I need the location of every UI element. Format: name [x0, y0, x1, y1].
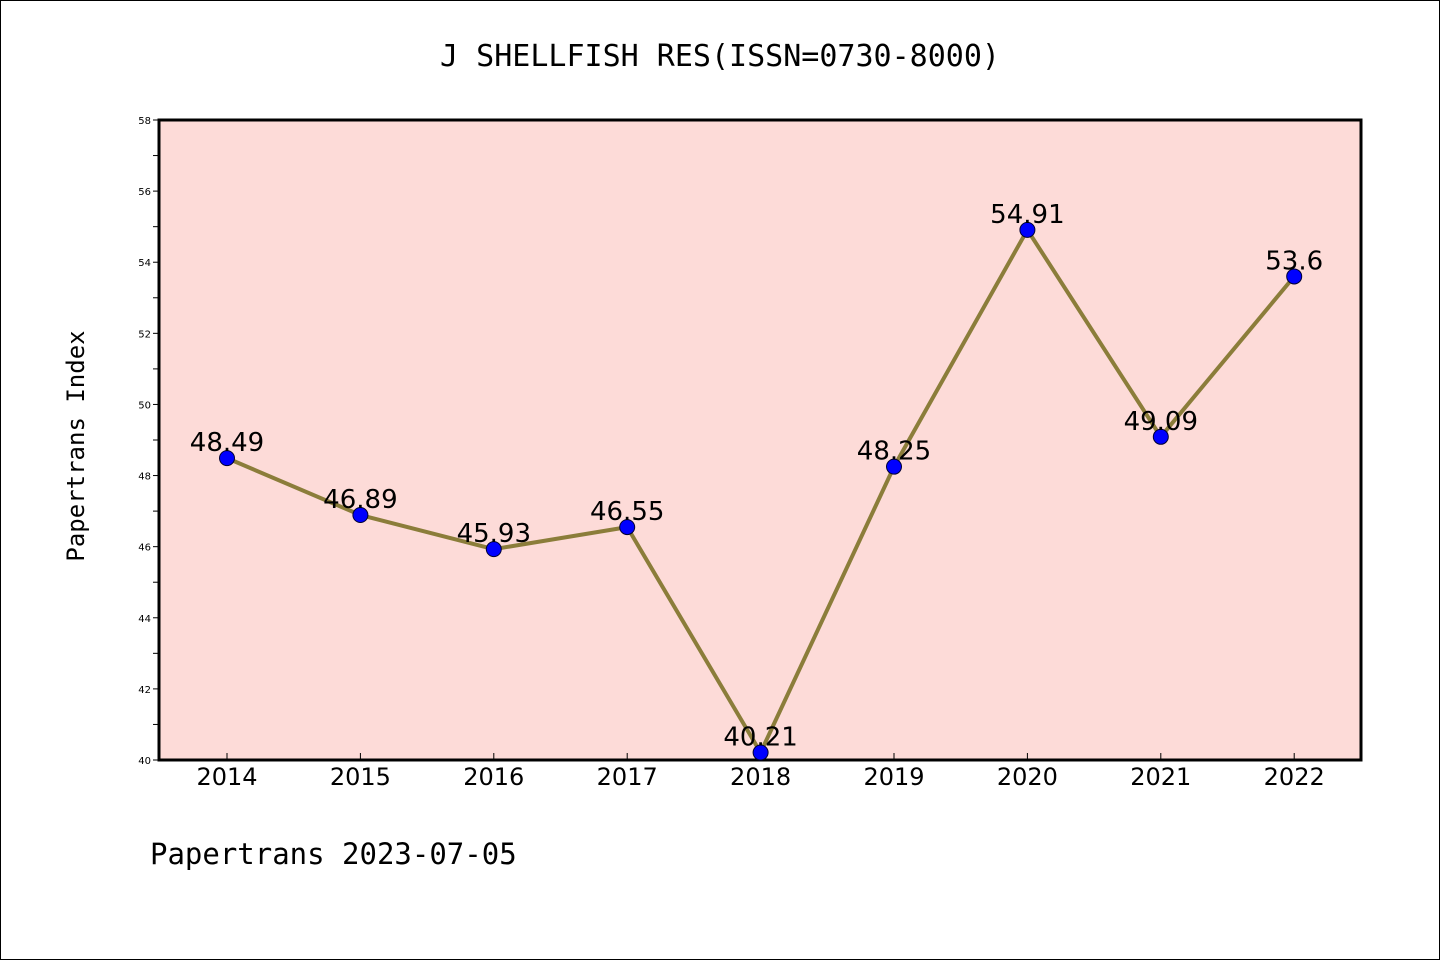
y-tick-label: 58: [138, 116, 151, 127]
data-label: 53.6: [1265, 246, 1323, 276]
data-point: [219, 450, 235, 467]
y-tick-label: 54: [138, 258, 151, 269]
x-tick-label: 2022: [1264, 763, 1325, 791]
data-point: [619, 519, 636, 536]
data-point: [485, 541, 502, 558]
x-tick-label: 2015: [330, 763, 391, 791]
data-label: 49.09: [1124, 407, 1198, 437]
plot-area: [157, 118, 1363, 762]
data-point: [1019, 221, 1036, 238]
x-tick-label: 2020: [997, 763, 1058, 791]
data-labels: 48.49 46.89 45.93 46.55 40.21 48.25 54.91 49.09…: [190, 200, 1323, 753]
data-label: 46.89: [323, 485, 397, 515]
x-tick-label: 2019: [863, 763, 924, 791]
y-tick-label: 50: [138, 400, 151, 411]
x-tick-label: 2014: [196, 763, 257, 791]
data-point: [886, 458, 902, 475]
footer-text: Papertrans 2023-07-05: [150, 837, 517, 871]
data-label: 40.21: [723, 723, 797, 753]
data-label: 48.25: [857, 437, 931, 467]
x-tick-label: 2016: [463, 763, 524, 791]
chart-title: J SHELLFISH RES(ISSN=0730-8000): [440, 39, 1000, 74]
y-tick-label: 56: [138, 187, 151, 198]
y-tick-label: 44: [138, 614, 151, 625]
x-tick-label: 2021: [1130, 763, 1191, 791]
y-axis-label: Papertrans Index: [62, 330, 90, 561]
data-label: 54.91: [990, 200, 1064, 230]
y-tick-label: 40: [138, 756, 151, 767]
x-tick-label: 2018: [730, 763, 791, 791]
data-label: 48.49: [190, 428, 264, 458]
data-point: [1152, 428, 1169, 445]
y-tick-label: 48: [138, 472, 151, 483]
y-tick-label: 46: [138, 543, 151, 554]
data-point: [1286, 268, 1303, 285]
x-axis: 2014 2015 2016 2017 2018 2019 2020 2021 2022: [196, 753, 1325, 791]
data-series: [219, 221, 1303, 761]
y-axis: 40 42 44 46 48 50 52 54 56 58: [138, 116, 159, 767]
data-point: [752, 744, 769, 761]
x-tick-label: 2017: [597, 763, 658, 791]
data-label: 46.55: [590, 497, 664, 527]
data-point: [352, 507, 369, 524]
data-label: 45.93: [457, 519, 531, 549]
y-tick-label: 52: [138, 329, 151, 340]
y-tick-label: 42: [138, 685, 151, 696]
